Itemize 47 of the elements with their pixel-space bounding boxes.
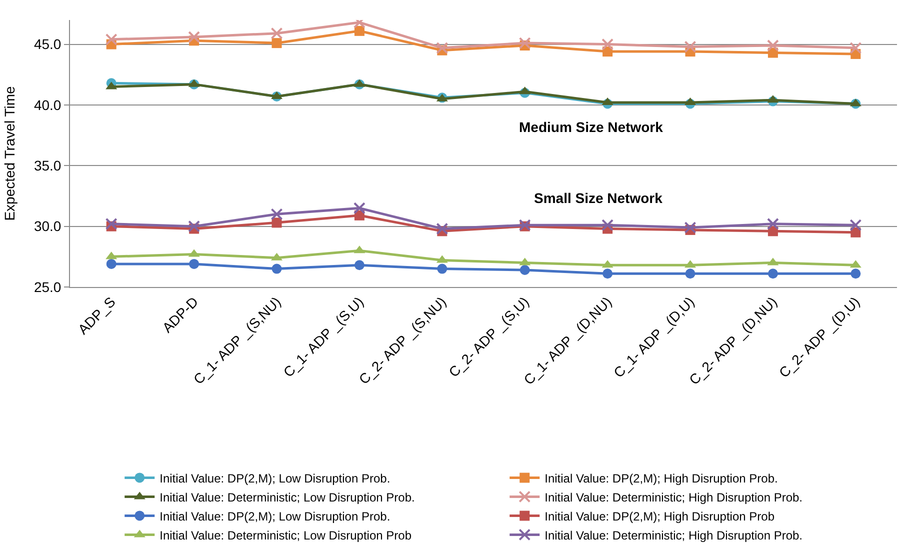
legend-label: Initial Value: Deterministic; Low Disruption Prob	[160, 528, 412, 542]
y-axis-title: Expected Travel Time	[2, 86, 18, 221]
point	[105, 218, 118, 230]
point	[354, 260, 364, 270]
point	[436, 222, 448, 235]
y-tick-label: 30.0	[34, 218, 62, 234]
point	[353, 202, 366, 214]
point	[105, 33, 118, 46]
annotation: Medium Size Network	[519, 119, 664, 135]
y-tick-label: 35.0	[34, 158, 62, 174]
point	[850, 268, 861, 279]
legend-label: Initial Value: DP(2,M); High Disruption Prob.	[544, 471, 778, 486]
point	[354, 26, 364, 36]
point	[272, 38, 282, 48]
point	[106, 258, 116, 269]
point	[437, 264, 448, 274]
point	[766, 39, 779, 52]
point	[684, 40, 696, 53]
legend-label: Initial Value: Deterministic; High Disruption Prob.	[544, 490, 803, 504]
point	[188, 30, 200, 43]
legend-label: Initial Value: DP(2,M); High Disruption Prob	[544, 509, 775, 524]
point	[850, 219, 862, 232]
y-tick-label: 45.0	[34, 36, 62, 52]
point	[272, 218, 282, 228]
legend-label: Initial Value: DP(2,M); Low Disruption Prob.	[160, 509, 390, 524]
point	[518, 37, 531, 50]
point	[272, 264, 282, 274]
point	[270, 208, 283, 220]
legend-label: Initial Value: Deterministic; High Disruption Prob.	[544, 528, 803, 542]
point	[766, 218, 779, 230]
y-tick-label: 25.0	[34, 278, 62, 295]
point	[684, 222, 696, 234]
point	[602, 38, 614, 50]
point	[850, 42, 862, 54]
point	[520, 265, 530, 276]
point	[602, 219, 614, 232]
legend-label: Initial Value: DP(2,M); Low Disruption Prob.	[160, 471, 390, 486]
point	[189, 258, 200, 269]
point	[768, 268, 778, 279]
point	[188, 220, 200, 232]
y-tick-label: 40.0	[34, 96, 62, 113]
point	[270, 27, 283, 40]
point	[436, 42, 448, 54]
point	[685, 268, 696, 279]
legend-label: Initial Value: Deterministic; Low Disruption Prob.	[160, 490, 415, 504]
point	[602, 268, 613, 279]
annotation: Small Size Network	[534, 190, 663, 206]
